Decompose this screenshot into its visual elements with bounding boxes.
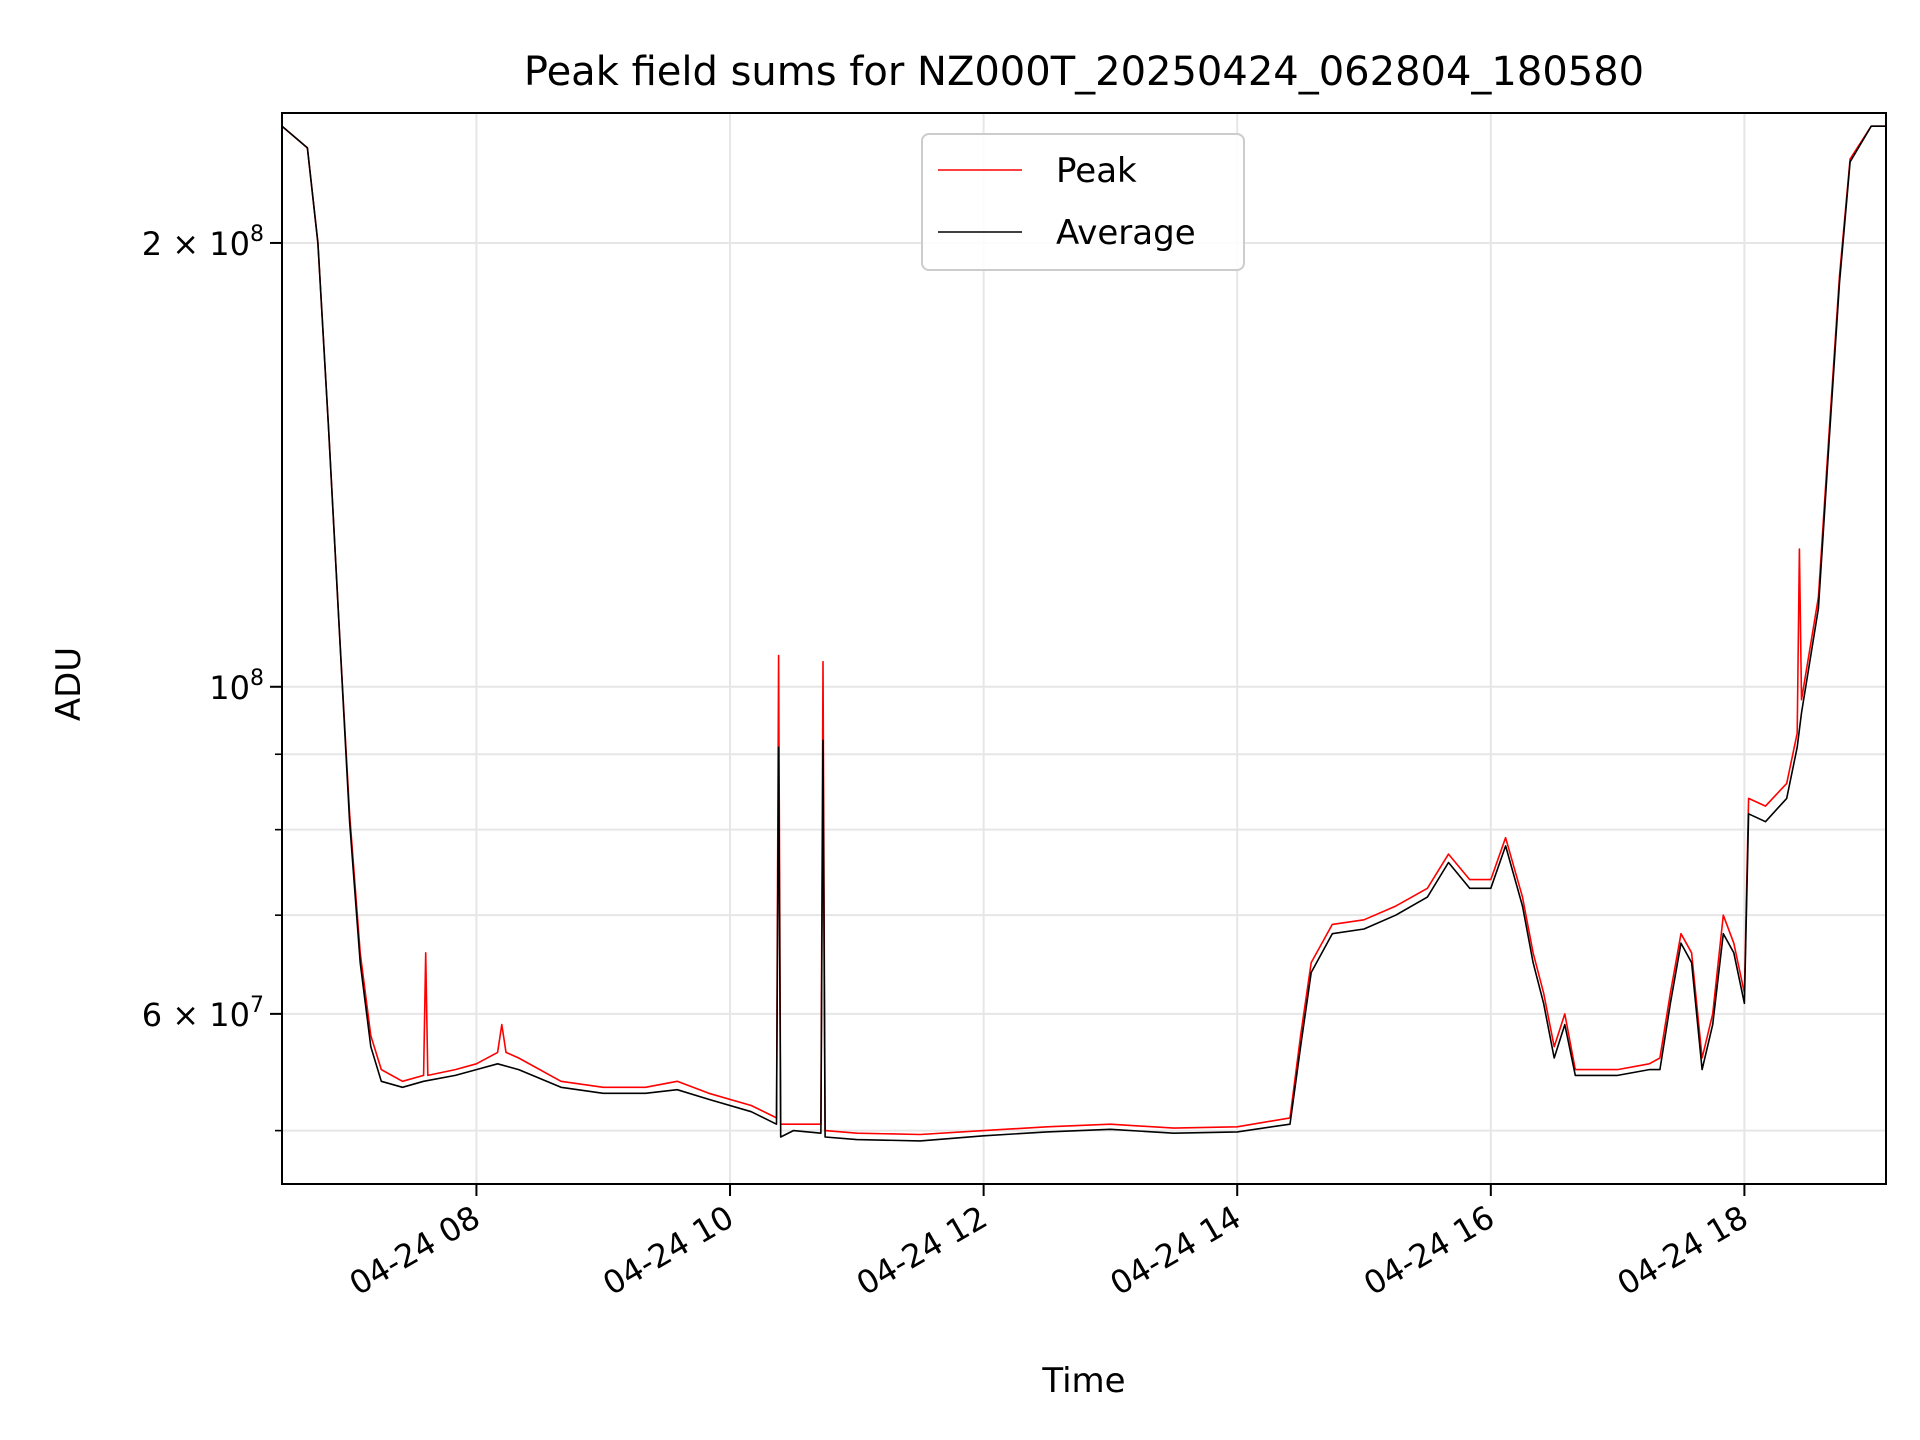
series-line-average	[281, 125, 1886, 1142]
legend-label-average: Average	[1056, 213, 1196, 253]
plot-frame	[281, 112, 1887, 1185]
legend-box	[921, 133, 1245, 271]
y-axis: 2 × 108 108 6 × 107	[142, 222, 282, 1132]
y-axis-label: ADU	[49, 647, 89, 721]
y-tick-label: 6 × 107	[142, 993, 264, 1034]
series-line-peak	[281, 125, 1886, 1136]
legend-label-peak: Peak	[1056, 151, 1137, 191]
x-axis-label: Time	[1041, 1361, 1125, 1401]
y-tick-label: 108	[209, 666, 264, 707]
chart-title: Peak field sums for NZ000T_20250424_0628…	[524, 49, 1644, 95]
legend: Peak Average	[921, 133, 1245, 271]
y-tick-label: 2 × 108	[142, 222, 264, 263]
series-layer	[281, 125, 1886, 1142]
